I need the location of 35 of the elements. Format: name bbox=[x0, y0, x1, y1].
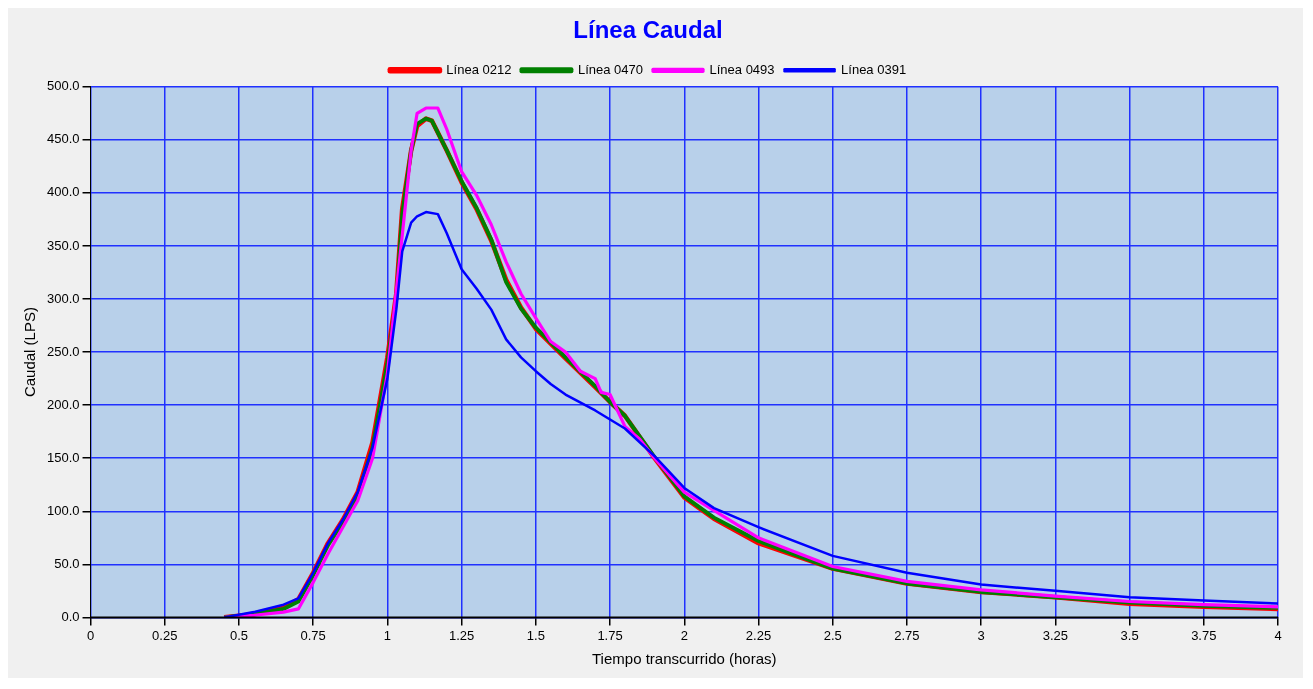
chart-title: Línea Caudal bbox=[573, 16, 723, 44]
x-tick-label: 0 bbox=[86, 627, 95, 643]
y-axis-title: Caudal (LPS) bbox=[21, 307, 39, 398]
y-tick-label: 400.0 bbox=[46, 184, 80, 200]
x-tick-label: 0.25 bbox=[152, 627, 178, 643]
y-tick-label: 250.0 bbox=[46, 343, 80, 359]
x-tick-label: 0.5 bbox=[229, 627, 248, 643]
y-tick-label: 450.0 bbox=[46, 131, 80, 147]
y-tick-label: 350.0 bbox=[46, 237, 80, 253]
legend-label: Línea 0212 bbox=[446, 61, 512, 77]
y-tick-label: 150.0 bbox=[46, 449, 80, 465]
x-axis-title: Tiempo transcurrido (horas) bbox=[592, 650, 777, 668]
x-tick-label: 3.25 bbox=[1042, 627, 1069, 643]
y-tick-label: 300.0 bbox=[46, 290, 80, 306]
y-tick-label: 50.0 bbox=[54, 555, 80, 571]
x-tick-label: 0.75 bbox=[300, 627, 326, 643]
x-tick-label: 2.5 bbox=[823, 627, 842, 643]
y-tick-label: 500.0 bbox=[46, 78, 80, 94]
legend-label: Línea 0493 bbox=[709, 61, 775, 77]
legend-label: Línea 0391 bbox=[841, 61, 907, 77]
x-tick-label: 3.5 bbox=[1120, 627, 1139, 643]
x-tick-label: 4 bbox=[1274, 627, 1282, 643]
y-tick-label: 100.0 bbox=[46, 502, 80, 518]
x-tick-label: 2.75 bbox=[894, 627, 920, 643]
x-tick-label: 1.5 bbox=[526, 627, 545, 643]
x-tick-label: 1.25 bbox=[448, 627, 475, 643]
x-tick-label: 1.75 bbox=[597, 627, 623, 643]
x-tick-label: 3.75 bbox=[1191, 627, 1217, 643]
x-tick-label: 2.25 bbox=[745, 627, 772, 643]
legend-label: Línea 0470 bbox=[577, 61, 644, 77]
x-tick-label: 2 bbox=[680, 627, 688, 643]
x-tick-label: 1 bbox=[383, 627, 392, 643]
y-tick-label: 0.0 bbox=[61, 608, 80, 624]
y-tick-label: 200.0 bbox=[46, 396, 80, 412]
x-tick-label: 3 bbox=[977, 627, 985, 643]
